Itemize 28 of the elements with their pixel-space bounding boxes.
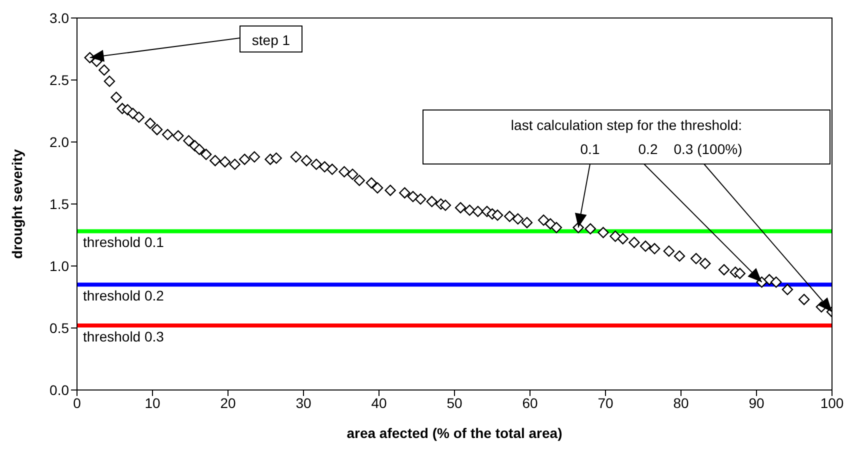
y-tick-label: 2.0 [50, 134, 70, 150]
x-tick-label: 80 [673, 394, 689, 411]
annotation: 0.3 (100%) [674, 141, 742, 157]
y-tick-label: 2.5 [50, 72, 70, 88]
x-tick-label: 10 [144, 394, 160, 411]
x-tick-label: 100 [820, 394, 844, 411]
y-tick-label: 1.5 [50, 196, 70, 212]
ref-line-label: threshold 0.1 [83, 234, 164, 250]
x-tick-label: 60 [522, 394, 538, 411]
x-axis-title: area afected (% of the total area) [346, 425, 562, 441]
x-tick-label: 50 [446, 394, 462, 411]
annotation: 0.1 [580, 141, 600, 157]
y-tick-label: 0.0 [50, 382, 70, 398]
x-tick-label: 30 [296, 394, 312, 411]
x-tick-label: 20 [220, 394, 236, 411]
y-tick-label: 1.0 [50, 258, 70, 274]
x-tick-label: 70 [598, 394, 614, 411]
annotation: 0.2 [638, 141, 658, 157]
annotation: step 1 [252, 32, 290, 48]
y-tick-label: 0.5 [50, 320, 70, 336]
y-axis-title: drought severity [8, 148, 25, 259]
x-tick-label: 90 [748, 394, 764, 411]
annotation: last calculation step for the threshold: [510, 117, 742, 133]
x-tick-label: 40 [371, 394, 387, 411]
y-tick-label: 3.0 [50, 10, 70, 26]
ref-line-label: threshold 0.2 [83, 288, 164, 304]
x-tick-label: 0 [73, 394, 82, 411]
ref-line-label: threshold 0.3 [83, 328, 164, 344]
